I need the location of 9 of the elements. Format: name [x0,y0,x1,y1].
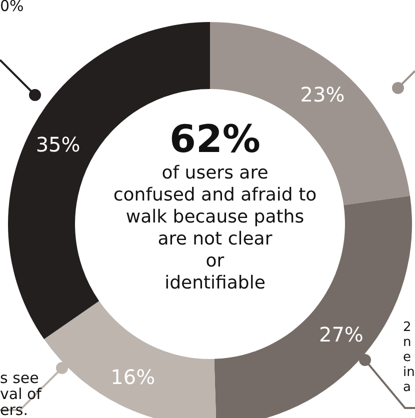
data-label: 35% [36,132,80,156]
text: 2 n e in a [403,320,415,395]
text: s see val of ers. [0,369,42,418]
text: 62% [170,117,260,161]
text: of users are confused and afraid to walk because paths are not clear or identifiable [113,162,317,294]
data-label: 23% [300,82,345,107]
text: 0% [0,0,24,15]
data-label: 16% [110,365,156,390]
data-label: 27% [318,322,364,346]
